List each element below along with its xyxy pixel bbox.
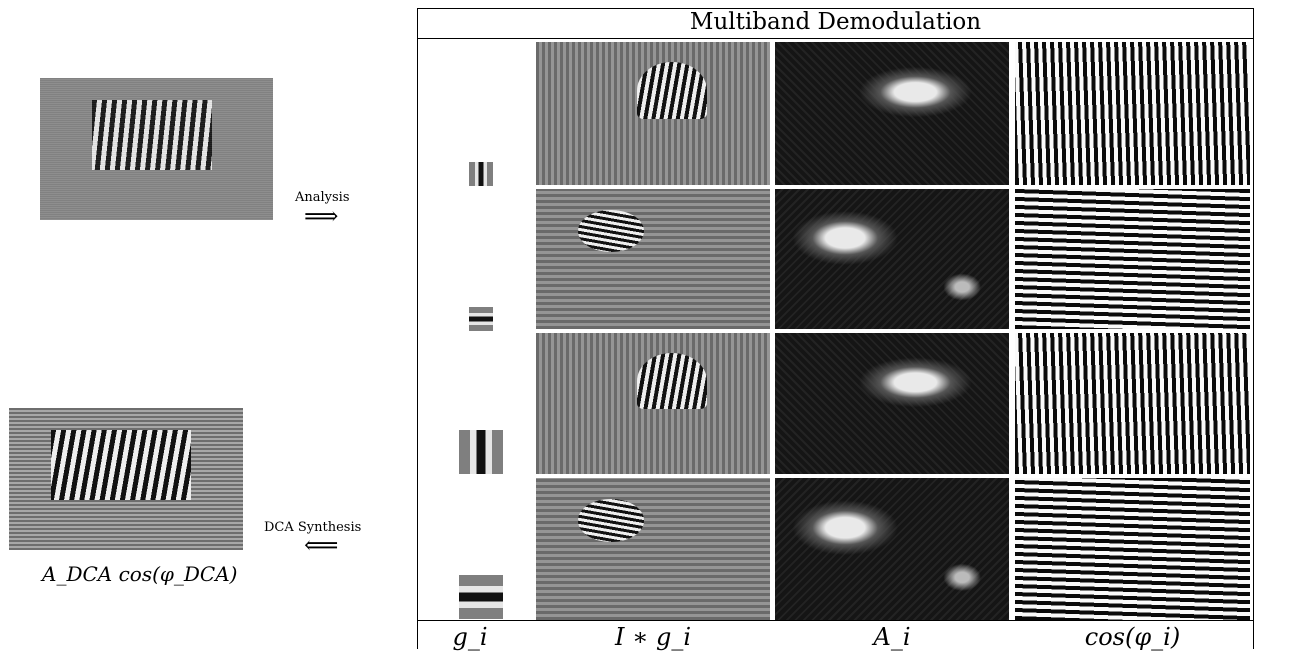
analysis-arrow-icon: ⟹ bbox=[304, 202, 339, 230]
filter-thumbnail bbox=[459, 575, 503, 619]
phase-image bbox=[1015, 333, 1250, 474]
column-label-filter: g_i bbox=[452, 623, 488, 651]
column-label-amplitude: A_i bbox=[873, 623, 911, 651]
synthesis-caption: A_DCA cos(φ_DCA) bbox=[42, 562, 238, 586]
filtered-image bbox=[536, 189, 770, 329]
filtered-image bbox=[536, 478, 770, 620]
amplitude-image bbox=[775, 42, 1009, 185]
analysis-label: Analysis bbox=[295, 190, 350, 205]
amplitude-image bbox=[775, 333, 1009, 474]
filter-thumbnail bbox=[459, 430, 503, 474]
filtered-image bbox=[536, 42, 770, 185]
panel-title: Multiband Demodulation bbox=[689, 9, 982, 35]
amplitude-image bbox=[775, 478, 1009, 620]
input-zebra-image bbox=[40, 78, 273, 220]
phase-image bbox=[1015, 189, 1250, 329]
label-divider bbox=[417, 620, 1254, 621]
title-divider bbox=[417, 38, 1254, 39]
dca-synthesis-image bbox=[9, 408, 243, 550]
dca-synthesis-label: DCA Synthesis bbox=[264, 520, 362, 535]
phase-image bbox=[1015, 42, 1250, 185]
phase-image bbox=[1015, 478, 1250, 620]
filter-thumbnail bbox=[469, 162, 493, 186]
multiband-demodulation-panel bbox=[417, 8, 1254, 649]
column-label-filtered: I ∗ g_i bbox=[614, 623, 692, 651]
column-label-phase: cos(φ_i) bbox=[1084, 623, 1181, 651]
amplitude-image bbox=[775, 189, 1009, 329]
dca-synthesis-arrow-icon: ⟸ bbox=[304, 531, 339, 559]
filter-thumbnail bbox=[469, 307, 493, 331]
filtered-image bbox=[536, 333, 770, 474]
